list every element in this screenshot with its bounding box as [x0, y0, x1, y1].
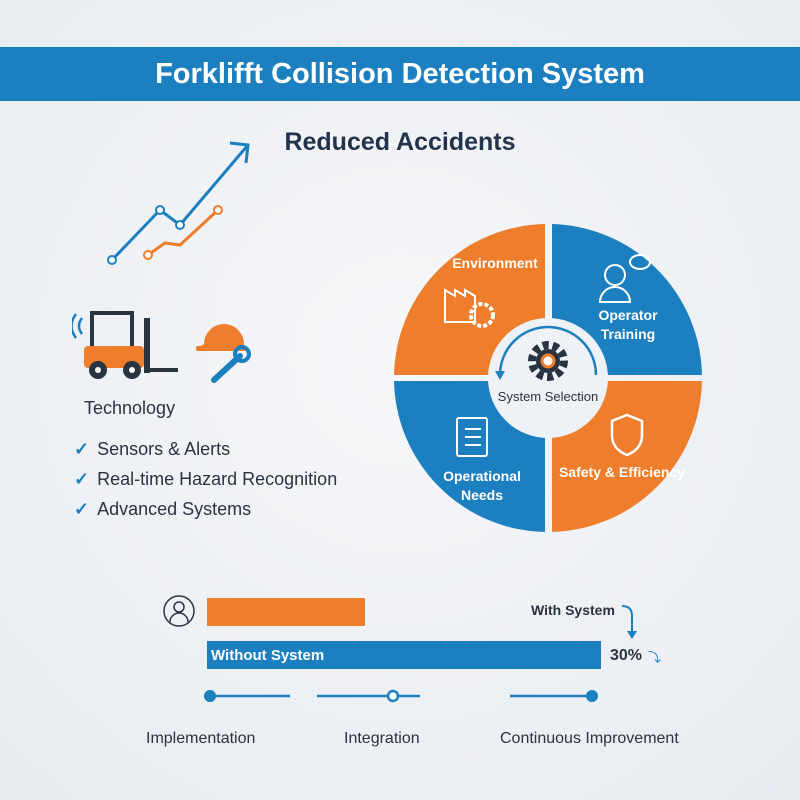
reduction-percent: 30% — [610, 647, 643, 664]
page-title: Forklifft Collision Detection System — [155, 57, 645, 90]
feature-item: ✓ Advanced Systems — [74, 499, 251, 520]
check-icon: ✓ — [74, 439, 90, 459]
person-speech-icon — [598, 254, 651, 303]
factory-gear-icon — [444, 288, 495, 328]
without-system-label: Without System — [211, 646, 325, 664]
timeline-node — [586, 690, 598, 702]
shield-icon — [610, 413, 644, 457]
timeline — [204, 689, 598, 703]
with-system-bar — [207, 598, 365, 626]
feature-item: ✓ Sensors & Alerts — [74, 439, 230, 460]
subtitle: Reduced Accidents — [284, 128, 516, 156]
feature-text: Sensors & Alerts — [97, 439, 231, 459]
timeline-label: Integration — [344, 730, 420, 747]
timeline-label: Implementation — [146, 730, 256, 747]
with-system-label: With System — [531, 602, 615, 618]
trend-chart-icon — [107, 141, 250, 265]
forklift-icon — [72, 311, 178, 379]
wheel-center-label: System Selection — [498, 389, 598, 404]
clipboard-icon — [456, 417, 488, 457]
check-icon: ✓ — [74, 469, 90, 489]
title-bar: Forklifft Collision Detection System — [0, 47, 800, 101]
arrow-down-icon — [621, 605, 637, 639]
timeline-node — [386, 689, 400, 703]
segment-label: Safety & Efficiency — [559, 464, 685, 480]
feature-item: ✓ Real-time Hazard Recognition — [74, 469, 337, 490]
segment-label: Operational Needs — [443, 468, 521, 503]
segment-label: Environment — [452, 255, 538, 271]
check-icon: ✓ — [74, 499, 90, 519]
feature-text: Advanced Systems — [97, 499, 252, 519]
hardhat-wrench-icon — [196, 324, 251, 383]
gear-icon — [528, 341, 568, 381]
timeline-node — [204, 690, 216, 702]
reduction-arrow-icon: ⤵ — [648, 650, 662, 665]
feature-text: Real-time Hazard Recognition — [97, 469, 338, 489]
system-selection-wheel: System Selection Environment Operator Tra… — [394, 224, 702, 532]
without-system-bar: Without System — [207, 641, 601, 669]
timeline-label: Continuous Improvement — [500, 730, 679, 747]
worker-icon — [163, 595, 195, 627]
technology-label: Technology — [84, 398, 176, 418]
segment-label: Operator Training — [598, 307, 658, 342]
